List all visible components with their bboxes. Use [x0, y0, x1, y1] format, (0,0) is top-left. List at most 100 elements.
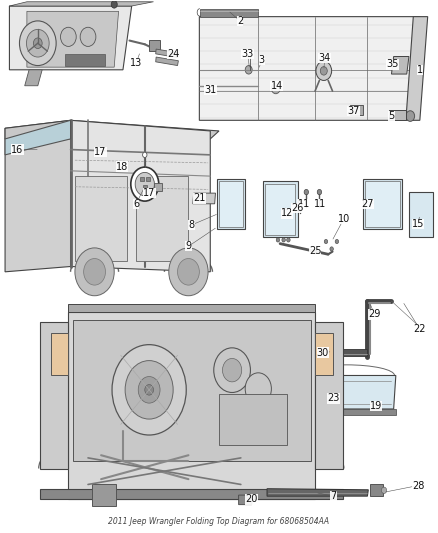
Polygon shape — [68, 304, 315, 312]
Bar — [370, 484, 383, 496]
Bar — [51, 333, 68, 375]
Text: 21: 21 — [194, 193, 206, 204]
Circle shape — [60, 27, 76, 46]
Text: 2: 2 — [237, 16, 243, 26]
Circle shape — [245, 66, 252, 74]
Bar — [149, 39, 160, 51]
Circle shape — [131, 167, 159, 201]
Polygon shape — [5, 120, 219, 139]
Polygon shape — [25, 70, 42, 86]
Text: 19: 19 — [370, 401, 382, 411]
Polygon shape — [193, 193, 215, 204]
Polygon shape — [297, 375, 396, 409]
Bar — [65, 54, 105, 66]
Bar — [315, 333, 332, 375]
Text: 24: 24 — [167, 49, 180, 59]
Bar — [75, 176, 127, 261]
Bar — [365, 181, 400, 227]
Circle shape — [80, 27, 96, 46]
Text: 11: 11 — [297, 199, 310, 209]
Bar — [219, 181, 243, 227]
Text: 1: 1 — [417, 65, 423, 75]
Text: 35: 35 — [387, 60, 399, 69]
Polygon shape — [73, 320, 311, 461]
Text: 30: 30 — [317, 348, 329, 358]
Polygon shape — [297, 349, 367, 356]
Text: 16: 16 — [11, 144, 23, 155]
Text: 31: 31 — [204, 85, 216, 95]
Text: 17: 17 — [143, 188, 155, 198]
Circle shape — [406, 111, 415, 122]
Polygon shape — [267, 489, 368, 496]
Text: 26: 26 — [291, 203, 304, 213]
Text: 18: 18 — [116, 161, 128, 172]
Circle shape — [125, 361, 173, 419]
Polygon shape — [27, 11, 119, 67]
Polygon shape — [155, 57, 178, 66]
Circle shape — [75, 248, 114, 296]
Polygon shape — [71, 120, 210, 272]
Text: 9: 9 — [185, 241, 191, 251]
Polygon shape — [10, 2, 153, 6]
Text: 8: 8 — [188, 220, 194, 230]
Polygon shape — [409, 192, 433, 237]
Bar — [265, 184, 295, 235]
Circle shape — [272, 83, 280, 94]
Text: 10: 10 — [338, 214, 350, 224]
Circle shape — [26, 29, 49, 57]
Circle shape — [143, 152, 147, 158]
Bar — [146, 177, 150, 181]
Text: 25: 25 — [309, 246, 321, 255]
Circle shape — [112, 345, 186, 435]
Text: 2011 Jeep Wrangler Folding Top Diagram for 68068504AA: 2011 Jeep Wrangler Folding Top Diagram f… — [109, 517, 329, 526]
Circle shape — [320, 67, 327, 75]
Text: 3: 3 — [259, 55, 265, 65]
Text: 5: 5 — [389, 111, 395, 121]
Polygon shape — [389, 110, 406, 120]
Circle shape — [33, 38, 42, 49]
Text: 20: 20 — [245, 494, 258, 504]
Text: 11: 11 — [314, 199, 326, 209]
Circle shape — [135, 172, 154, 196]
Text: 37: 37 — [347, 106, 360, 116]
Bar — [140, 177, 144, 181]
Circle shape — [84, 259, 106, 285]
Polygon shape — [239, 495, 253, 505]
Circle shape — [287, 238, 290, 242]
Polygon shape — [155, 49, 178, 58]
Polygon shape — [392, 56, 409, 74]
Text: 34: 34 — [318, 53, 331, 63]
Text: 7: 7 — [330, 491, 336, 501]
Text: 28: 28 — [412, 481, 424, 490]
Polygon shape — [10, 6, 132, 70]
Circle shape — [381, 487, 387, 494]
Polygon shape — [5, 120, 71, 272]
Circle shape — [298, 200, 301, 204]
Polygon shape — [315, 322, 343, 469]
Bar — [153, 182, 162, 191]
Circle shape — [316, 61, 332, 80]
Circle shape — [245, 373, 272, 405]
Bar — [219, 394, 287, 445]
Circle shape — [330, 247, 333, 251]
Circle shape — [335, 239, 339, 244]
Polygon shape — [68, 312, 315, 499]
Polygon shape — [406, 17, 427, 120]
Circle shape — [304, 189, 308, 195]
Text: 27: 27 — [361, 199, 374, 209]
Text: 33: 33 — [242, 49, 254, 59]
Polygon shape — [40, 322, 68, 469]
Circle shape — [111, 1, 117, 8]
Text: 23: 23 — [327, 393, 339, 403]
Circle shape — [324, 239, 328, 244]
Circle shape — [177, 259, 199, 285]
Text: 29: 29 — [368, 309, 381, 319]
Polygon shape — [200, 9, 258, 17]
Text: 14: 14 — [271, 81, 283, 91]
Text: 22: 22 — [413, 324, 426, 334]
Polygon shape — [363, 179, 403, 229]
Polygon shape — [40, 489, 343, 499]
Polygon shape — [217, 179, 245, 229]
Bar — [92, 484, 117, 506]
Bar — [136, 176, 188, 261]
